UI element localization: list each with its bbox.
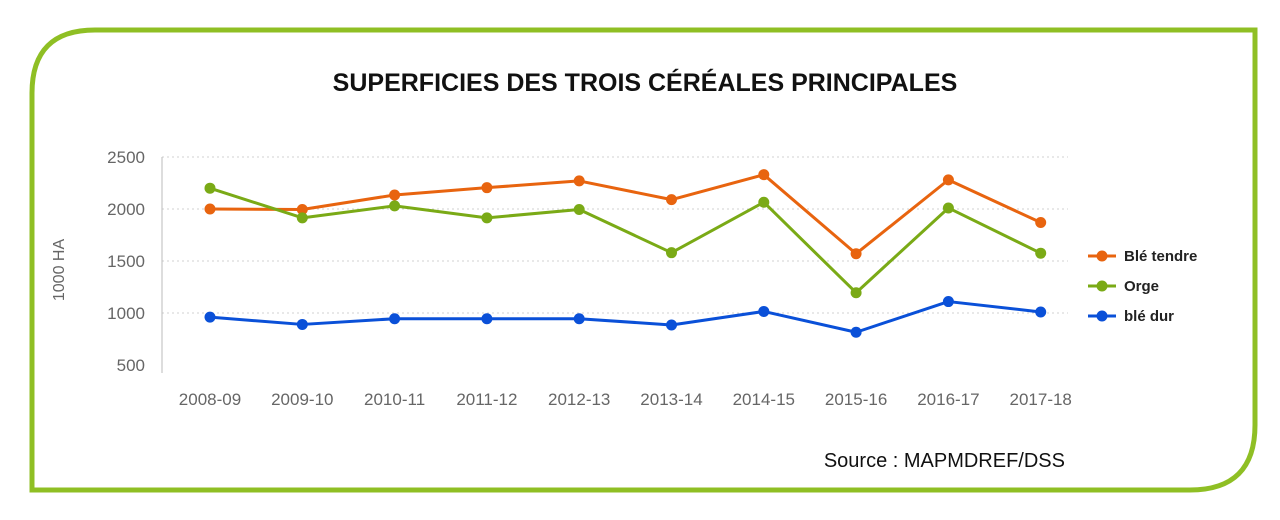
- data-point-ble_tendre: [1035, 217, 1047, 229]
- x-tick-label: 2014-15: [733, 390, 795, 409]
- series-orge: [204, 182, 1047, 299]
- x-tick-label: 2016-17: [917, 390, 979, 409]
- legend-item-orge: Orge: [1088, 278, 1159, 295]
- legend-item-ble_tendre: Blé tendre: [1088, 248, 1197, 265]
- data-point-ble_tendre: [204, 203, 216, 215]
- series-line-orge: [209, 186, 1042, 295]
- x-tick-label: 2011-12: [456, 390, 517, 409]
- data-point-ble_dur: [204, 311, 216, 323]
- legend-label: Orge: [1124, 278, 1159, 295]
- data-point-ble_dur: [666, 319, 677, 331]
- legend: Blé tendre Orge blé dur: [1088, 248, 1197, 325]
- y-tick-label: 2000: [107, 200, 145, 219]
- legend-item-ble_dur: blé dur: [1088, 308, 1174, 325]
- legend-swatch-dot: [1096, 280, 1108, 292]
- legend-label: Blé tendre: [1124, 248, 1197, 265]
- legend-label: blé dur: [1124, 308, 1174, 325]
- data-point-ble_dur: [573, 313, 585, 325]
- x-tick-label: 2010-11: [364, 390, 425, 409]
- data-point-orge: [481, 212, 493, 224]
- legend-swatch-dot: [1096, 250, 1108, 262]
- y-tick-label: 1500: [107, 252, 145, 271]
- data-point-orge: [389, 200, 401, 212]
- legend-swatch-dot: [1096, 310, 1108, 322]
- data-point-ble_tendre: [481, 182, 493, 194]
- x-tick-label: 2008-09: [179, 390, 241, 409]
- y-tick-label: 500: [117, 356, 145, 375]
- y-tick-label: 2500: [107, 148, 145, 167]
- gridlines: [162, 156, 1068, 314]
- data-point-orge: [942, 202, 954, 214]
- data-point-ble_tendre: [758, 169, 770, 181]
- data-point-ble_tendre: [389, 189, 401, 201]
- data-point-ble_dur: [850, 326, 862, 338]
- x-tick-label: 2015-16: [825, 390, 887, 409]
- x-tick-label: 2017-18: [1010, 390, 1072, 409]
- data-point-ble_tendre: [942, 174, 954, 186]
- y-axis-label: 1000 HA: [51, 239, 68, 302]
- data-point-orge: [204, 182, 216, 194]
- series-line-ble_dur: [209, 300, 1041, 334]
- series-line-ble_tendre: [209, 173, 1042, 256]
- data-point-ble_dur: [1035, 306, 1047, 318]
- y-tick-labels: 2500 2000 1500 1000 500: [107, 148, 145, 375]
- series-ble_tendre: [204, 169, 1047, 260]
- x-tick-labels: 2008-09 2009-10 2010-11 2011-12 2012-13 2013-…: [179, 390, 1072, 409]
- x-tick-label: 2009-10: [271, 390, 333, 409]
- data-point-ble_dur: [296, 318, 308, 330]
- data-point-orge: [296, 212, 308, 224]
- data-point-orge: [758, 196, 770, 208]
- data-point-ble_tendre: [573, 175, 585, 187]
- x-tick-label: 2012-13: [548, 390, 610, 409]
- data-point-ble_dur: [481, 313, 493, 325]
- y-tick-label: 1000: [107, 304, 145, 323]
- series: [204, 169, 1047, 338]
- data-point-orge: [573, 204, 585, 216]
- data-point-ble_tendre: [296, 204, 308, 216]
- source-note: Source : MAPMDREF/DSS: [824, 450, 1065, 472]
- data-point-ble_dur: [389, 313, 401, 325]
- data-point-ble_tendre: [666, 194, 677, 206]
- series-ble_dur: [204, 296, 1047, 338]
- data-point-ble_dur: [942, 296, 954, 308]
- data-point-orge: [1035, 247, 1047, 259]
- card-border: [29, 27, 1258, 493]
- x-tick-label: 2013-14: [640, 390, 702, 409]
- data-point-ble_tendre: [850, 248, 862, 260]
- data-point-orge: [850, 287, 862, 299]
- data-point-orge: [666, 247, 677, 259]
- chart-title: SUPERFICIES DES TROIS CÉRÉALES PRINCIPAL…: [333, 68, 958, 97]
- data-point-ble_dur: [758, 305, 770, 317]
